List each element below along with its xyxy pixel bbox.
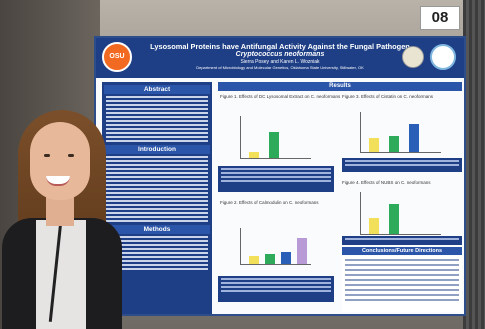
poster-header: OSU Lysosomal Proteins have Antifungal A… — [96, 38, 464, 78]
fig1-bar-extract — [269, 132, 279, 158]
figure-1-title: Figure 1. Effects of DC Lysosomal Extrac… — [220, 94, 341, 99]
fig2-bar-2 — [265, 254, 275, 264]
fig3-bar-1 — [369, 138, 379, 152]
curtain — [463, 0, 485, 329]
person-neck — [46, 196, 74, 226]
figure-3-chart — [360, 112, 441, 153]
figure-4-chart — [360, 192, 441, 235]
person-face — [30, 122, 90, 200]
abstract-text — [106, 96, 208, 142]
left-eye — [44, 154, 50, 157]
methods-text — [106, 236, 208, 270]
introduction-text — [106, 156, 208, 222]
nih-logo — [430, 44, 456, 70]
figure-1-conclusion — [218, 166, 334, 192]
conclusions-text — [342, 256, 462, 312]
figure-4-conclusion — [342, 236, 462, 245]
figure-1-chart — [240, 116, 311, 159]
figure-3-title: Figure 3. Effects of Cistatin on C. neof… — [342, 94, 433, 99]
conclusions-header: Conclusions/Future Directions — [342, 247, 462, 255]
fig4-bar-1 — [369, 218, 379, 234]
fig2-bar-3 — [281, 252, 291, 264]
person-shirt — [36, 220, 86, 329]
fig2-bar-4 — [297, 238, 307, 264]
seal-logo — [402, 46, 424, 68]
poster-department: Department of Microbiology and Molecular… — [196, 65, 364, 70]
left-column: Abstract Introduction Methods — [102, 82, 212, 314]
research-poster: OSU Lysosomal Proteins have Antifungal A… — [94, 36, 466, 316]
fig4-bar-2 — [389, 204, 399, 234]
person-smile — [46, 176, 70, 186]
results-header: Results — [218, 82, 462, 91]
fig3-bar-2 — [389, 136, 399, 152]
section-methods: Methods — [104, 225, 210, 234]
figure-2-title: Figure 2. Effects of Calmodulin on C. ne… — [220, 200, 319, 205]
fig3-bar-3 — [409, 124, 419, 152]
figure-2-chart — [240, 228, 311, 265]
figure-3-conclusion — [342, 158, 462, 172]
figure-4-title: Figure 4. Effects of NUBS on C. neoforma… — [342, 180, 431, 185]
poster-title-organism: Cryptococcus neoformans — [235, 51, 325, 58]
poster-authors: Sierra Posey and Karen L. Wozniak — [240, 59, 320, 65]
fig1-bar-control — [249, 152, 259, 158]
poster-number-card: 08 — [420, 6, 460, 30]
fig2-bar-1 — [249, 256, 259, 264]
right-eye — [68, 154, 74, 157]
osu-logo: OSU — [102, 42, 132, 72]
section-introduction: Introduction — [104, 145, 210, 154]
figure-2-conclusion — [218, 276, 334, 302]
section-abstract: Abstract — [104, 85, 210, 94]
poster-title: Lysosomal Proteins have Antifungal Activ… — [150, 42, 410, 51]
